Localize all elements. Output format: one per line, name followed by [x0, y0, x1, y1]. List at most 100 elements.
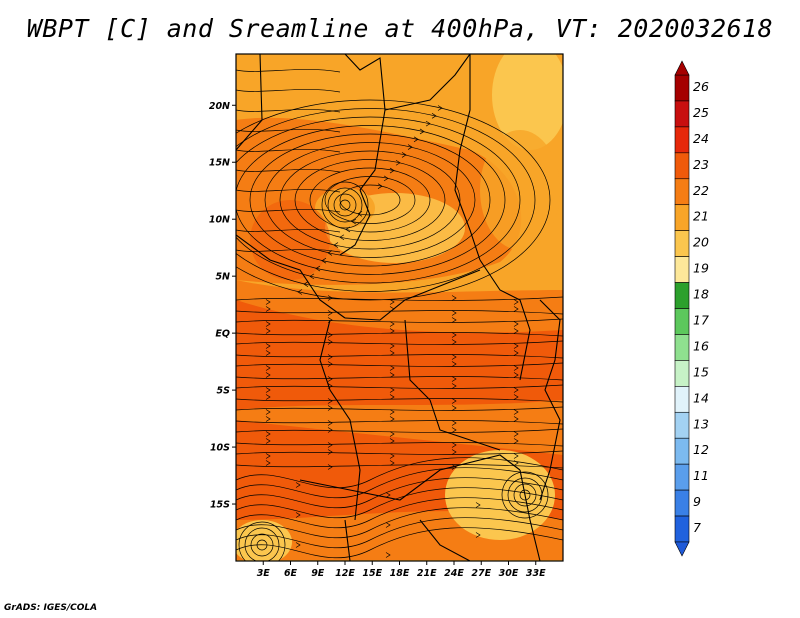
- streamline-arrow: [265, 372, 271, 378]
- colorbar-label: 13: [693, 416, 709, 431]
- streamline: [339, 199, 351, 211]
- colorbar-label: 12: [693, 442, 709, 457]
- streamline: [236, 129, 341, 133]
- streamline-arrow: [513, 343, 519, 349]
- streamline-arrow: [327, 420, 333, 426]
- colorbar-label: 21: [693, 209, 709, 224]
- colorbar-bin: [674, 178, 690, 206]
- streamline-arrow: [327, 427, 333, 433]
- streamline-arrow: [513, 438, 519, 444]
- streamline-arrow: [451, 310, 457, 316]
- streamline-arrow: [395, 159, 401, 166]
- streamline-arrow: [295, 512, 301, 518]
- lat-tick-label: 15S: [210, 500, 230, 511]
- streamline-arrow: [401, 152, 407, 158]
- colorbar-bin: [674, 126, 690, 154]
- streamline: [236, 354, 563, 359]
- colorbar-bin: [674, 282, 690, 309]
- streamline-arrow: [451, 361, 457, 367]
- colorbar-label: 14: [693, 390, 709, 405]
- streamline-arrow: [265, 431, 271, 437]
- streamline: [236, 209, 341, 213]
- streamline-arrow: [327, 376, 333, 382]
- lat-tick-label: 5N: [215, 272, 230, 283]
- streamline-arrow: [389, 372, 395, 378]
- streamline: [236, 406, 563, 411]
- streamline-arrow: [451, 464, 457, 470]
- streamline: [519, 489, 531, 501]
- streamline: [250, 533, 274, 557]
- colorbar-label: 16: [693, 338, 709, 353]
- streamline-arrow: [339, 234, 345, 241]
- streamline-arrow: [389, 460, 395, 466]
- streamline-arrow: [327, 405, 333, 411]
- streamline: [264, 142, 476, 258]
- streamline-arrow: [297, 289, 303, 295]
- streamline: [309, 167, 431, 233]
- streamline-arrow: [265, 387, 271, 393]
- streamline: [236, 464, 563, 469]
- colorbar-label: 7: [693, 520, 701, 535]
- lon-tick-label: 27E: [471, 568, 491, 579]
- streamline: [236, 398, 563, 403]
- lat-tick-label: 5S: [217, 386, 231, 397]
- streamline: [236, 189, 341, 193]
- streamline-arrow: [513, 409, 519, 415]
- streamline: [236, 497, 563, 529]
- colorbar-bin: [674, 256, 690, 283]
- streamline-arrow: [351, 218, 357, 225]
- lon-tick-label: 12E: [335, 568, 355, 579]
- lon-tick-label: 21E: [417, 568, 437, 579]
- colorbar-top-arrow: [674, 60, 690, 76]
- streamline-arrow: [327, 310, 333, 316]
- streamline: [236, 384, 563, 389]
- lon-tick-label: 15E: [362, 568, 382, 579]
- colorbar-bin: [674, 74, 690, 102]
- streamline-arrow: [451, 383, 457, 389]
- colorbar-bin: [674, 411, 690, 439]
- colorbar-label: 20: [693, 235, 709, 250]
- streamline-arrow: [389, 350, 395, 356]
- streamline-arrow: [513, 416, 519, 422]
- streamline-arrow: [327, 332, 333, 338]
- streamline: [279, 150, 461, 250]
- streamline: [236, 169, 341, 173]
- streamline-arrow: [389, 409, 395, 415]
- streamline-arrow: [431, 113, 437, 119]
- streamline: [244, 527, 280, 561]
- lon-tick-label: 30E: [499, 568, 519, 579]
- streamline-arrow: [451, 420, 457, 426]
- streamline: [236, 109, 341, 113]
- streamline-arrow: [265, 438, 271, 444]
- streamline-arrow: [265, 409, 271, 415]
- streamline-arrow: [451, 339, 457, 345]
- colorbar-label: 15: [693, 364, 709, 379]
- streamline-arrow: [327, 361, 333, 367]
- streamline-arrow: [327, 250, 333, 256]
- streamline-arrow: [389, 328, 395, 334]
- colorbar-bin: [674, 360, 690, 387]
- streamline-arrow: [327, 449, 333, 455]
- streamline: [236, 125, 506, 275]
- streamline: [321, 181, 369, 229]
- streamline: [236, 467, 563, 499]
- streamline-arrow: [327, 442, 333, 448]
- streamline-arrow: [451, 332, 457, 338]
- colorbar-bin: [674, 308, 690, 335]
- streamline: [236, 89, 341, 93]
- streamline-arrow: [475, 532, 481, 538]
- streamline: [236, 99, 551, 301]
- streamline: [236, 69, 341, 73]
- streamline-arrow: [389, 321, 395, 327]
- streamline: [501, 471, 549, 519]
- colorbar-label: 24: [693, 131, 709, 146]
- streamline-arrow: [265, 306, 271, 312]
- colorbar-bin: [674, 334, 690, 361]
- streamline-arrow: [389, 387, 395, 393]
- colorbar-label: 18: [693, 287, 709, 302]
- streamline-arrow: [389, 453, 395, 459]
- streamline-arrow: [385, 522, 391, 528]
- lon-tick-label: 9E: [311, 568, 325, 579]
- colorbar-label: 11: [693, 468, 709, 483]
